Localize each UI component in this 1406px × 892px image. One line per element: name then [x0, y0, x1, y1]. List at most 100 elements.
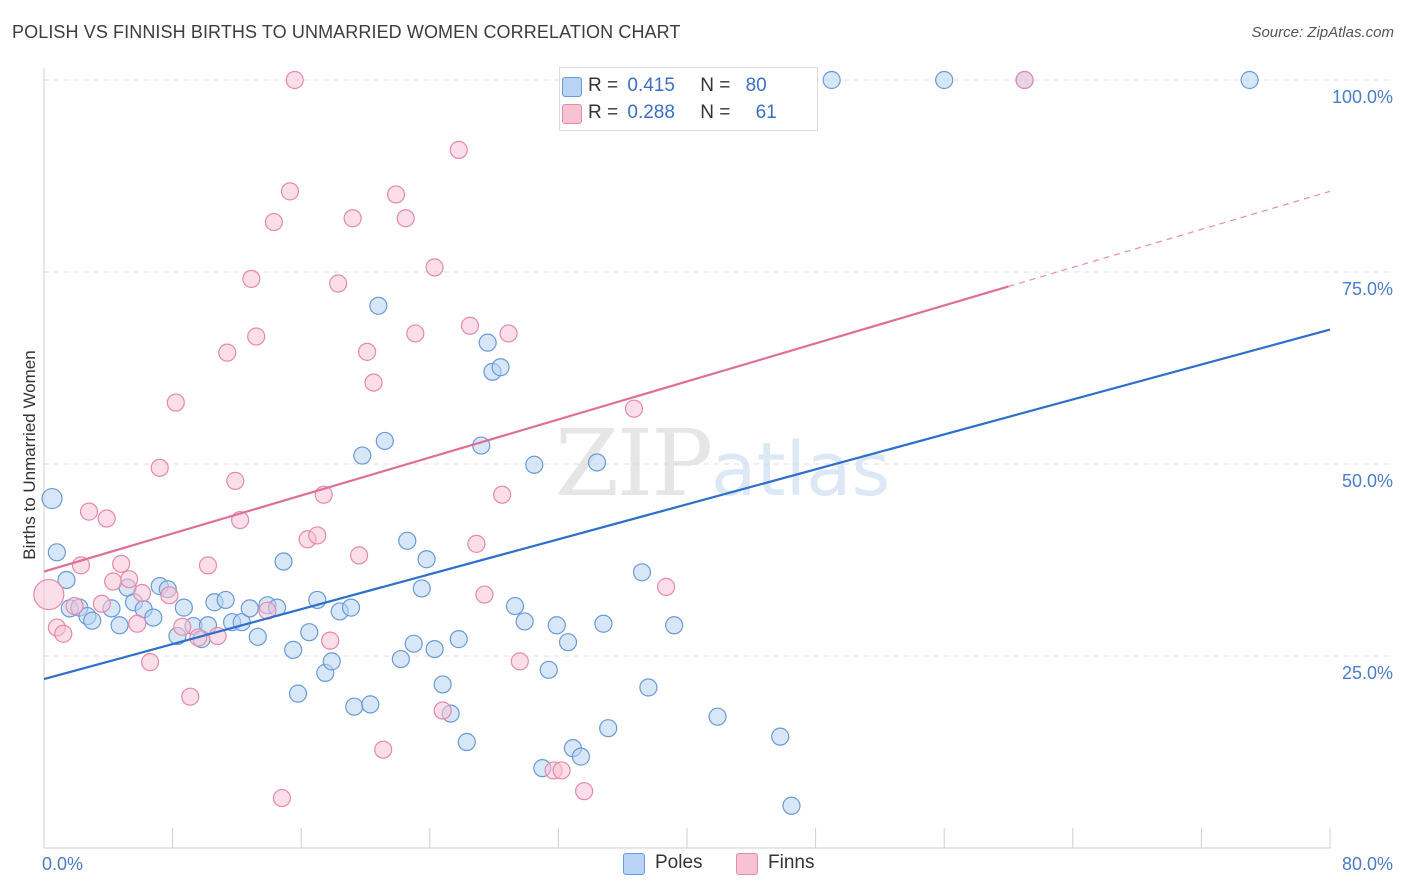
finns-point [120, 570, 139, 589]
poles-point [412, 579, 431, 598]
finns-trend-extension [1008, 190, 1331, 287]
finns-point [97, 509, 116, 528]
legend-row-finns: R = 0.288 N = 61 [562, 102, 777, 128]
finns-point [128, 614, 147, 633]
poles-point [353, 446, 372, 465]
finns-point [198, 556, 218, 575]
poles-point [449, 630, 468, 649]
series-legend-poles-label: Poles [655, 852, 703, 873]
finns-point [140, 653, 160, 672]
poles-point [771, 727, 790, 746]
legend-poles-r-value: 0.415 [627, 75, 675, 96]
poles-point [284, 640, 303, 659]
finns-trend-line [43, 285, 1009, 573]
poles-point [375, 431, 394, 451]
series-legend: Poles Finns [0, 852, 1406, 878]
finns-point [92, 594, 111, 613]
poles-point [248, 627, 267, 646]
poles-point [478, 333, 497, 352]
legend-row-poles: R = 0.415 N = 80 [562, 75, 767, 101]
finns-point [343, 209, 362, 228]
finns-point [173, 617, 192, 636]
finns-point [33, 578, 65, 611]
y-tick-label: 100.0% [1332, 87, 1393, 107]
poles-point [300, 623, 319, 642]
finns-point [624, 399, 644, 418]
poles-point [505, 596, 525, 616]
finns-point [374, 740, 393, 759]
poles-point [174, 598, 193, 617]
finns-point [218, 343, 237, 362]
finns-point [166, 393, 185, 412]
poles-point [491, 358, 510, 377]
poles-point [457, 732, 476, 752]
legend-poles-n-value: 80 [745, 75, 767, 96]
finns-point [160, 586, 179, 605]
finns-point [226, 471, 245, 490]
poles-point [539, 660, 558, 679]
legend-swatch-finns [562, 104, 582, 124]
finns-point [575, 782, 594, 801]
axes [43, 68, 1331, 849]
x-tick-label: 80.0% [1342, 854, 1393, 874]
trend-lines [43, 190, 1331, 681]
finns-point [280, 182, 300, 201]
finns-point [150, 458, 169, 477]
poles-point [361, 695, 380, 714]
poles-point [57, 570, 76, 590]
finns-point [321, 631, 340, 650]
finns-point [1015, 70, 1034, 90]
legend-finns-n-label: N = [700, 102, 731, 123]
finns-point [272, 788, 292, 808]
poles-point [41, 487, 63, 510]
finns-point [264, 212, 283, 232]
poles-point [322, 652, 341, 671]
finns-point [657, 577, 676, 596]
watermark: ZIPatlas [555, 410, 890, 517]
poles-point [782, 796, 801, 815]
finns-point [349, 546, 369, 565]
finns-point [396, 209, 415, 228]
finns-point [552, 761, 571, 780]
poles-point [433, 675, 452, 694]
poles-point [587, 453, 607, 472]
legend-poles-r-label: R = [588, 75, 619, 96]
finns-point [104, 572, 123, 591]
poles-point [547, 616, 566, 635]
poles-point [341, 598, 361, 617]
legend-swatch-poles [562, 77, 582, 97]
y-tick-label: 25.0% [1342, 663, 1393, 683]
finns-point [475, 585, 494, 604]
finns-point [308, 526, 327, 545]
poles-point [1240, 70, 1259, 90]
finns-point [406, 324, 425, 343]
finns-point [65, 596, 84, 616]
finns-point [493, 485, 512, 504]
poles-point [594, 614, 613, 633]
legend-poles-n-label: N = [700, 75, 731, 96]
poles-point [274, 552, 293, 571]
finns-point [510, 652, 529, 671]
poles-point [525, 455, 544, 474]
finns-point [358, 342, 377, 361]
poles-point [83, 611, 102, 630]
y-tick-label: 50.0% [1342, 471, 1393, 491]
finns-point [499, 324, 518, 343]
finns-point [386, 185, 406, 204]
chart-source: Source: ZipAtlas.com [1251, 24, 1394, 41]
legend-finns-r-label: R = [588, 102, 619, 123]
data-points [33, 70, 1259, 815]
series-legend-poles: Poles [623, 852, 703, 875]
legend: R = 0.415 N = 80 R = 0.288 N = 61 [559, 67, 818, 131]
finns-point [112, 554, 131, 573]
watermark-atlas: atlas [711, 427, 890, 513]
poles-point [708, 707, 727, 726]
finns-point [425, 258, 444, 277]
poles-point [571, 747, 591, 766]
poles-point [391, 649, 410, 669]
poles-trend-line [43, 328, 1331, 681]
poles-point [288, 684, 308, 703]
finns-point [449, 140, 468, 159]
poles-point [144, 608, 163, 627]
finns-point [285, 70, 304, 90]
